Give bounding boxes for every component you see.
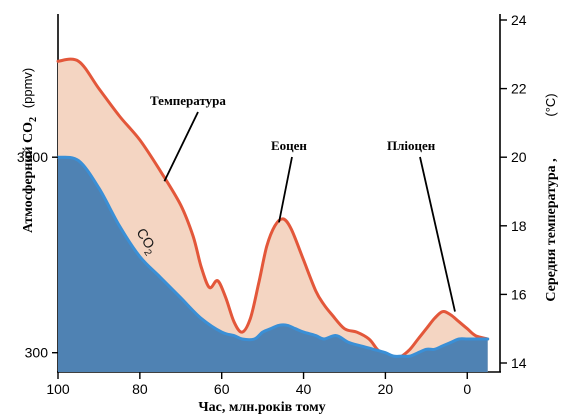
co2-area-fill — [58, 157, 488, 372]
annotation-label: Пліоцен — [387, 138, 436, 153]
right-tick-label: 22 — [511, 81, 527, 97]
left-tick-label: 3900 — [17, 149, 48, 165]
right-axis-unit: (°C) — [543, 93, 558, 116]
annotation-label: Температура — [150, 93, 226, 108]
right-tick-label: 24 — [511, 12, 527, 28]
left-axis-title-sub: 2 — [28, 117, 39, 122]
left-axis-title: Атмосферний CO2 — [21, 117, 39, 233]
right-tick-label: 16 — [511, 286, 527, 302]
annotation-label: Еоцен — [271, 138, 307, 153]
x-axis-title: Час, млн.років тому — [198, 400, 325, 415]
annotation-leader-line — [419, 156, 456, 312]
x-tick-label: 40 — [296, 381, 312, 397]
annotation-layer: Температура Еоцен Пліоцен — [150, 93, 456, 312]
left-tick-label: 300 — [25, 345, 49, 361]
left-axis-unit-group: (ppmv) — [20, 68, 35, 108]
x-tick-label: 80 — [132, 381, 148, 397]
co2-line — [56, 155, 490, 358]
x-tick-label: 100 — [46, 381, 70, 397]
left-axis-unit: (ppmv) — [20, 68, 35, 108]
temperature-line — [56, 57, 490, 362]
right-axis-title-group: Середня температура , — [544, 158, 559, 301]
x-tick-label: 20 — [378, 381, 394, 397]
annotation-leader-line — [278, 156, 293, 223]
right-tick-label: 18 — [511, 218, 527, 234]
annotation-leader-line — [163, 111, 199, 182]
right-tick-label: 14 — [511, 355, 527, 371]
co2-series-label-sub: 2 — [141, 248, 154, 259]
left-axis-title-main: Атмосферний CO — [21, 122, 36, 233]
x-tick-label: 60 — [214, 381, 230, 397]
right-axis-unit-group: (°C) — [543, 93, 558, 116]
x-tick-label: 0 — [463, 381, 471, 397]
right-axis-title: Середня температура , — [544, 158, 559, 301]
right-tick-label: 20 — [511, 149, 527, 165]
left-axis-title-group: Атмосферний CO2 — [21, 117, 39, 233]
area-layer — [56, 57, 490, 373]
